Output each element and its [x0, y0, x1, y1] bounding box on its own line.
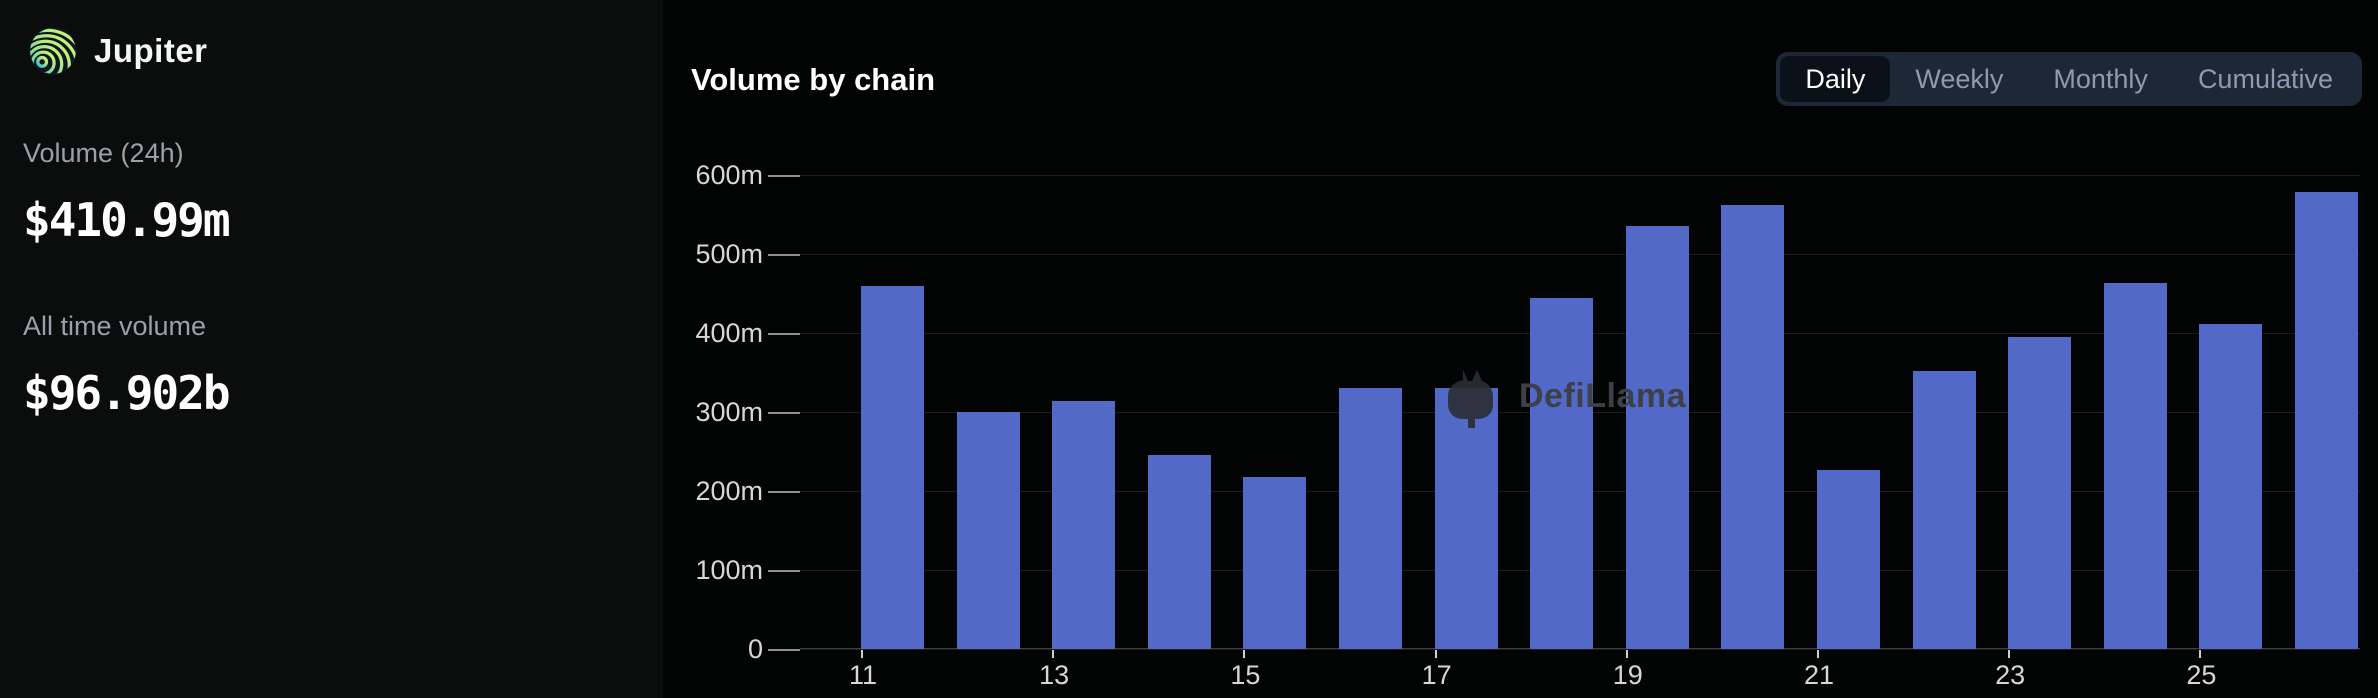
x-axis-tick: [1625, 649, 1628, 658]
all-time-volume-stat: All time volume $96.902b: [23, 311, 231, 420]
gridline: [800, 254, 2360, 255]
bar-day-19[interactable]: [1625, 226, 1689, 649]
y-axis-tick: [768, 649, 800, 651]
bar-day-17[interactable]: [1434, 388, 1498, 649]
app-logo[interactable]: Jupiter: [28, 26, 208, 76]
bar-day-25[interactable]: [2199, 323, 2263, 649]
y-axis-label: 600m: [695, 160, 763, 190]
y-axis-tick: [768, 491, 800, 493]
bar-day-16[interactable]: [1339, 388, 1402, 649]
x-axis-label: 23: [1995, 660, 2026, 690]
y-axis-label: 200m: [695, 476, 763, 506]
y-axis-label: 300m: [695, 397, 763, 427]
x-axis-label: 13: [1039, 660, 1070, 690]
x-axis-tick: [1817, 649, 1819, 658]
all-time-volume-label: All time volume: [23, 311, 207, 341]
y-axis-tick: [768, 175, 800, 177]
app-name: Jupiter: [94, 32, 208, 69]
bar-day-18[interactable]: [1530, 298, 1594, 649]
y-axis-tick: [768, 333, 800, 335]
y-axis-tick: [768, 412, 800, 414]
bar-day-12[interactable]: [956, 412, 1020, 649]
tab-cumulative[interactable]: Cumulative: [2173, 56, 2358, 102]
y-axis-label: 500m: [695, 239, 763, 269]
chart-panel: Volume by chain Daily Weekly Monthly Cum…: [663, 0, 2378, 698]
time-range-tabs: Daily Weekly Monthly Cumulative: [1776, 52, 2362, 106]
jupiter-logo-icon: [29, 27, 77, 75]
x-axis-tick: [1434, 649, 1437, 658]
bar-day-22[interactable]: [1912, 370, 1976, 649]
y-axis-tick: [768, 570, 800, 572]
tab-monthly[interactable]: Monthly: [2028, 56, 2173, 102]
bar-day-13[interactable]: [1052, 400, 1116, 649]
x-axis-tick: [1243, 649, 1246, 658]
y-axis-tick: [768, 254, 800, 256]
bar-day-24[interactable]: [2103, 283, 2167, 649]
gridline: [800, 175, 2360, 176]
bar-day-11[interactable]: [861, 285, 924, 649]
tab-weekly[interactable]: Weekly: [1890, 56, 2028, 102]
x-axis-tick: [2008, 649, 2011, 658]
bar-day-14[interactable]: [1147, 454, 1211, 649]
volume-24h-value: $410.99m: [23, 193, 231, 247]
y-axis-label: 100m: [695, 555, 763, 585]
plot-area: [800, 175, 2360, 650]
x-axis-tick: [2199, 649, 2202, 658]
tab-daily[interactable]: Daily: [1780, 56, 1891, 102]
x-axis-tick: [1052, 649, 1055, 658]
y-axis-label: 400m: [695, 318, 763, 348]
x-axis-tick: [861, 649, 863, 658]
x-axis-label: 25: [2186, 660, 2217, 690]
bar-day-21[interactable]: [1817, 470, 1880, 649]
x-axis-label: 15: [1230, 660, 1261, 690]
bar-day-23[interactable]: [2008, 336, 2072, 649]
bar-day-15[interactable]: [1243, 476, 1307, 649]
y-axis-label: 0: [747, 634, 763, 664]
volume-24h-stat: Volume (24h) $410.99m: [23, 138, 231, 247]
x-axis-label: 21: [1803, 660, 1835, 690]
bar-day-26[interactable]: [2295, 192, 2358, 649]
all-time-volume-value: $96.902b: [23, 366, 231, 420]
sidebar: Jupiter Volume (24h) $410.99m All time v…: [0, 0, 663, 698]
x-axis-label: 19: [1612, 660, 1643, 690]
volume-24h-label: Volume (24h): [23, 138, 184, 168]
bar-day-20[interactable]: [1721, 205, 1785, 649]
chart-title: Volume by chain: [691, 62, 936, 97]
x-axis-label: 17: [1421, 660, 1452, 690]
x-axis-label: 11: [848, 660, 878, 690]
gridline: [800, 649, 2360, 650]
